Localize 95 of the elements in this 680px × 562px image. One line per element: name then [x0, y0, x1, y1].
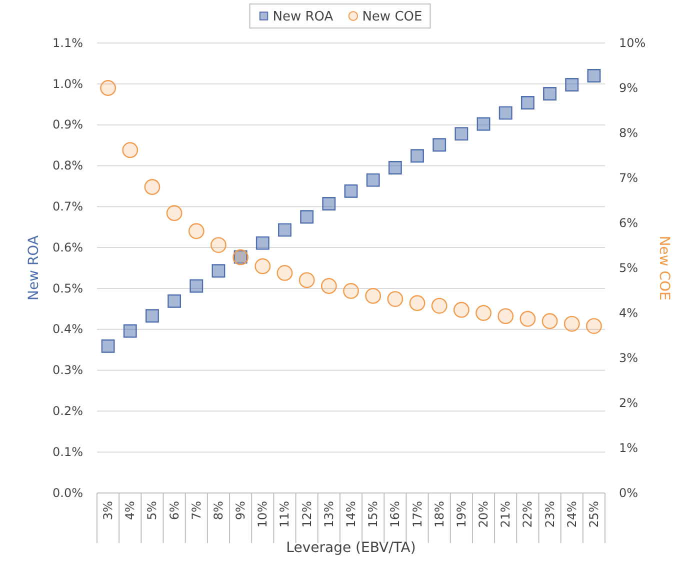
point [122, 142, 138, 158]
point [343, 283, 359, 299]
point [498, 106, 512, 120]
x-tick-label: 4% [123, 501, 138, 520]
point [210, 237, 226, 253]
x-tick-label: 11% [278, 501, 292, 528]
y-tick-label: 0.3% [52, 363, 83, 378]
y2-tick-label: 0% [619, 486, 638, 500]
point [168, 294, 182, 308]
point [564, 316, 580, 332]
point [100, 80, 116, 96]
point [586, 318, 602, 334]
point [543, 87, 557, 100]
x-tick-label: 12% [300, 501, 314, 528]
x-tick-label: 13% [322, 501, 336, 528]
x-tick-label: 9% [234, 501, 248, 520]
x-tick-label: 3% [101, 501, 116, 520]
x-tick-label: 8% [211, 501, 226, 520]
point [520, 310, 536, 327]
x-tick-label: 16% [388, 501, 402, 528]
y2-tick-label: 6% [619, 216, 638, 230]
point [498, 308, 514, 324]
y-tick-label: 0.7% [52, 199, 83, 214]
point [388, 161, 402, 174]
y-tick-label: 0.6% [52, 240, 83, 254]
point [322, 197, 336, 210]
point [431, 298, 448, 314]
y2-tick-label: 2% [619, 396, 638, 410]
point [276, 265, 293, 281]
point [254, 258, 271, 274]
point [144, 179, 160, 195]
x-tick-label: 20% [476, 501, 491, 528]
point [344, 184, 358, 198]
x-tick-label: 19% [454, 501, 468, 528]
y-axis-title: New ROA [26, 235, 42, 301]
x-tick-label: 21% [498, 501, 513, 528]
y-tick-label: 0.4% [52, 322, 83, 336]
point [212, 264, 226, 278]
y2-tick-label: 4% [619, 306, 638, 320]
y-tick-label: 0.9% [52, 118, 83, 132]
x-tick-label: 24% [564, 501, 579, 528]
point [453, 302, 470, 318]
y-tick-label: 1.1% [52, 36, 83, 50]
x-tick-label: 10% [256, 501, 270, 528]
x-tick-label: 22% [520, 501, 535, 528]
x-tick-label: 6% [167, 501, 182, 520]
point [278, 223, 292, 237]
point [190, 279, 204, 293]
y2-tick-label: 7% [619, 170, 638, 185]
point [387, 291, 404, 307]
point [520, 96, 534, 110]
y-tick-label: 0.8% [52, 158, 83, 173]
point [366, 173, 380, 187]
point [298, 272, 315, 288]
point [145, 309, 159, 323]
point [188, 223, 204, 240]
x-axis-title: Leverage (EBV/TA) [286, 540, 416, 556]
point [101, 339, 115, 353]
x-tick-label: 18% [432, 501, 446, 528]
y2-tick-label: 8% [619, 126, 638, 140]
point [300, 210, 314, 224]
point [587, 69, 601, 82]
point [565, 78, 579, 92]
point [454, 127, 468, 141]
point [256, 236, 270, 250]
y-tick-label: 0.0% [52, 486, 83, 500]
x-tick-label: 14% [344, 501, 358, 528]
point [365, 288, 382, 304]
point [476, 117, 490, 131]
y2-tick-label: 3% [619, 350, 638, 365]
point [320, 278, 337, 294]
point [432, 138, 446, 152]
x-tick-label: 7% [189, 501, 204, 520]
point [409, 295, 426, 312]
legend-label: New ROA [272, 10, 334, 24]
y-tick-label: 1.0% [52, 76, 83, 91]
y2-tick-label: 1% [619, 440, 638, 455]
x-tick-label: 15% [366, 501, 380, 528]
point [410, 149, 424, 163]
point [476, 305, 492, 321]
y-tick-label: 0.5% [52, 281, 83, 296]
point [123, 324, 137, 338]
y-tick-label: 0.2% [52, 404, 83, 418]
y2-tick-label: 9% [619, 80, 638, 95]
point [542, 313, 558, 330]
y2-tick-label: 5% [619, 260, 638, 275]
point [166, 205, 182, 222]
legend-label: New COE [362, 10, 422, 24]
x-tick-label: 5% [145, 501, 160, 520]
y-tick-label: 0.1% [52, 444, 83, 459]
x-tick-label: 17% [410, 501, 424, 528]
y2-axis-title: New COE [656, 236, 672, 300]
x-tick-label: 25% [586, 501, 601, 528]
y2-tick-label: 10% [619, 36, 646, 50]
x-tick-label: 23% [542, 501, 557, 528]
